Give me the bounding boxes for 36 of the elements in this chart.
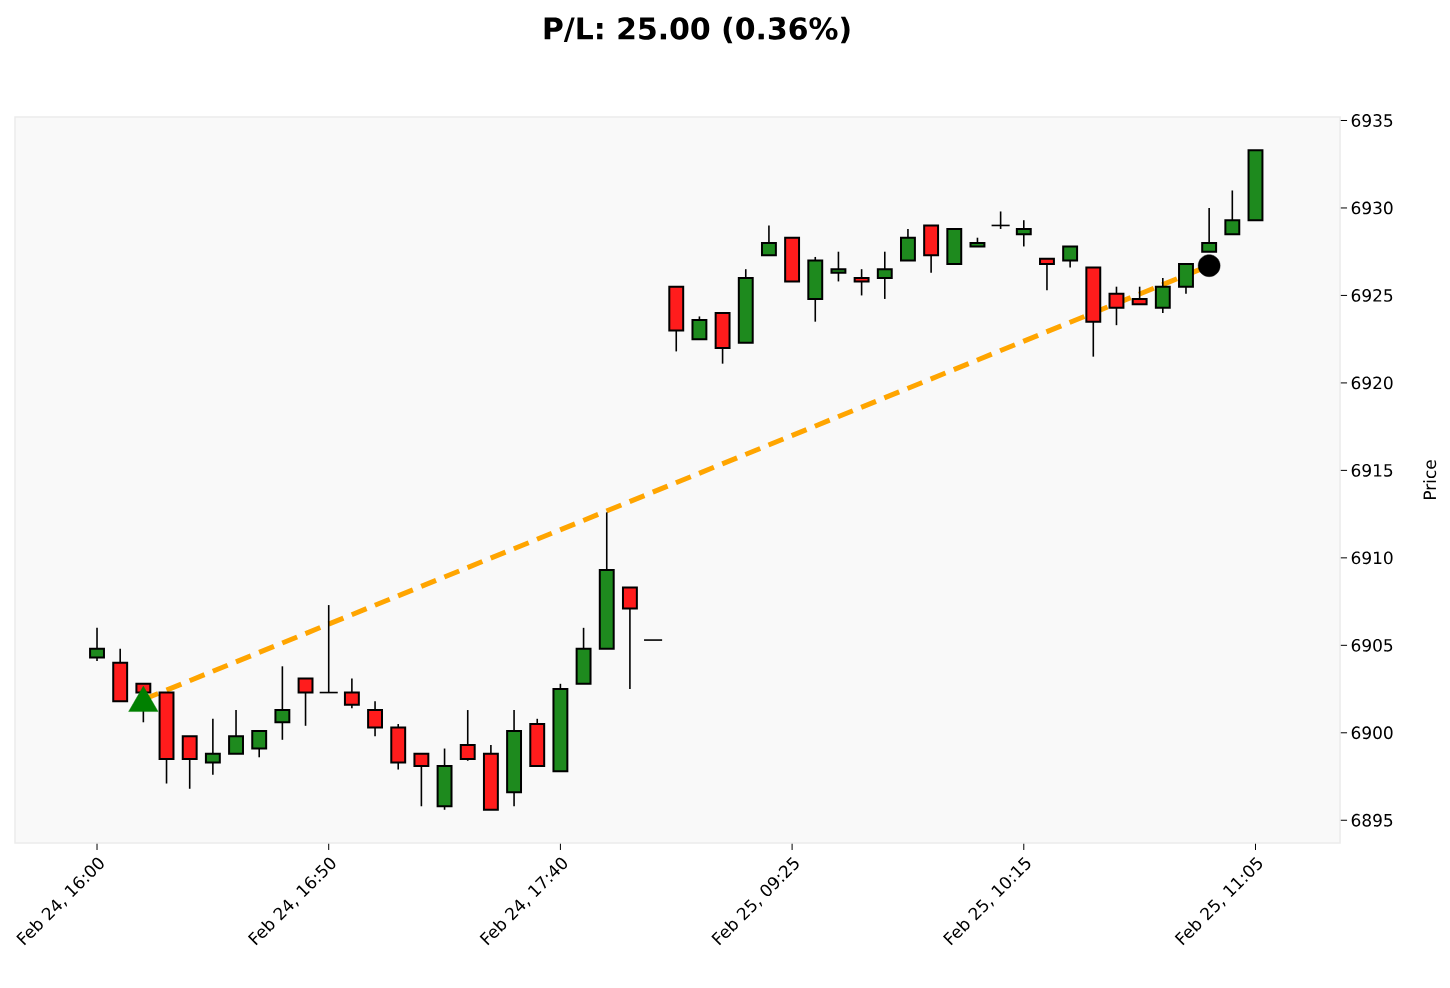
- candlestick: [413, 752, 430, 808]
- candlestick: [251, 730, 268, 759]
- candlestick: [228, 709, 244, 755]
- candlestick: [367, 700, 383, 738]
- candlestick: [760, 224, 777, 257]
- candlestick: [1062, 245, 1079, 269]
- candlestick: [1108, 285, 1125, 326]
- candlestick: [204, 717, 221, 776]
- y-tick-label: 6895: [1351, 813, 1393, 827]
- candlestick: [459, 709, 476, 762]
- candlestick: [1154, 277, 1171, 314]
- candlestick: [876, 250, 893, 300]
- y-tick-label: 6930: [1351, 201, 1393, 215]
- candlestick: [89, 627, 105, 662]
- candlestick: [1039, 257, 1055, 291]
- y-tick-label: 6900: [1351, 726, 1393, 740]
- chart-title: P/L: 25.00 (0.36%): [544, 16, 850, 44]
- y-axis-title: Price: [1423, 460, 1437, 499]
- candlestick: [1224, 189, 1241, 236]
- candlestick: [297, 677, 314, 727]
- candlestick: [621, 586, 638, 690]
- y-tick-label: 6915: [1351, 463, 1393, 477]
- candlestick: [830, 250, 847, 283]
- candlestick: [900, 228, 916, 262]
- candlestick: [691, 315, 708, 341]
- candlestick: [343, 677, 360, 710]
- candlestick: [1015, 219, 1032, 248]
- candlestick: [1178, 262, 1194, 295]
- y-tick-label: 6905: [1351, 638, 1393, 652]
- y-tick-label: 6925: [1351, 289, 1393, 302]
- candlestick: [274, 665, 291, 741]
- y-tick-label: 6935: [1351, 114, 1393, 127]
- y-tick-label: 6910: [1351, 551, 1393, 565]
- y-tick-label: 6920: [1351, 376, 1393, 390]
- candlestick: [853, 268, 870, 297]
- candlestick: [181, 735, 198, 790]
